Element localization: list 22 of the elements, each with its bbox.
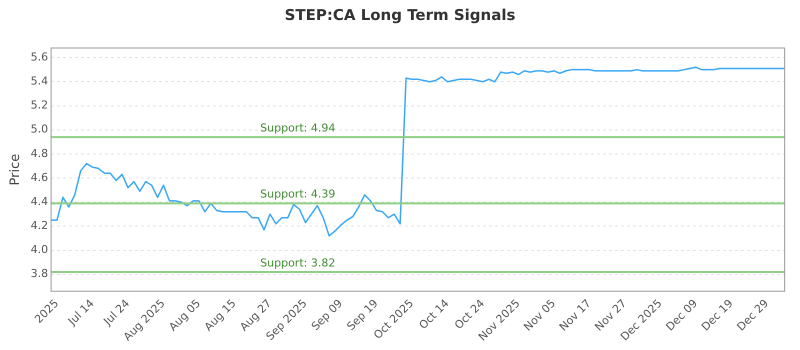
- y-tick-label: 5.4: [30, 74, 48, 88]
- y-tick-label: 3.8: [30, 267, 48, 280]
- ref-line-label: Support: 4.39: [260, 188, 336, 201]
- y-tick-label: 4.4: [30, 194, 48, 208]
- y-tick-label: 5.6: [30, 50, 48, 64]
- ref-line-label: Support: 4.94: [260, 121, 336, 134]
- y-tick-label: 4.0: [30, 243, 48, 256]
- y-tick-label: 4.8: [30, 146, 48, 160]
- ref-line-label: Support: 3.82: [260, 256, 336, 270]
- x-tick-label: Oct 14: [416, 296, 452, 332]
- x-tick-label: Sep 09: [308, 296, 346, 334]
- y-tick-label: 4.6: [30, 170, 48, 184]
- y-axis-title: Price: [8, 154, 24, 186]
- x-tick-label: Dec 29: [734, 296, 772, 334]
- x-tick-label: Dec 19: [698, 296, 736, 334]
- y-tick-label: 5.2: [30, 98, 48, 112]
- x-tick-label: Jul 24: [100, 296, 132, 328]
- y-tick-label: 5.0: [30, 122, 48, 136]
- x-tick-label: Jul 14: [64, 296, 97, 328]
- chart-title: STEP:CA Long Term Signals: [284, 6, 516, 24]
- x-tick-label: Dec 09: [663, 296, 700, 334]
- y-tick-label: 4.2: [30, 219, 48, 232]
